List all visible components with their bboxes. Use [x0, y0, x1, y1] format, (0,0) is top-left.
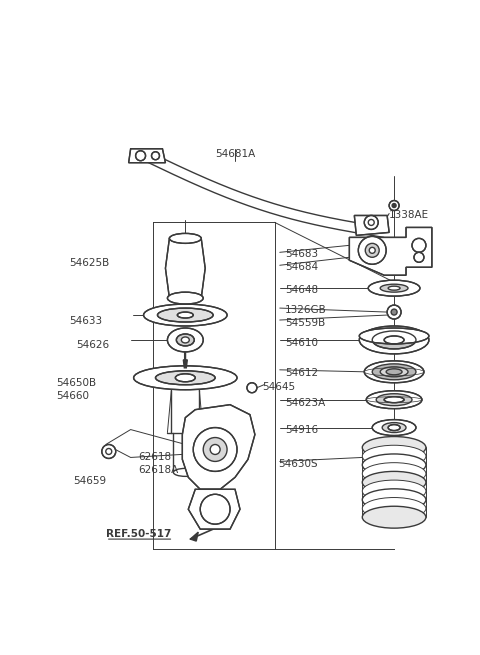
Text: REF.50-517: REF.50-517 — [106, 529, 171, 539]
Text: 54625B: 54625B — [69, 258, 109, 269]
Ellipse shape — [157, 308, 213, 322]
Ellipse shape — [384, 336, 404, 344]
Polygon shape — [182, 405, 255, 489]
Circle shape — [412, 238, 426, 252]
Circle shape — [391, 309, 397, 315]
Ellipse shape — [178, 312, 193, 318]
Polygon shape — [129, 149, 166, 162]
Ellipse shape — [144, 304, 227, 326]
Text: 54623A: 54623A — [285, 398, 325, 407]
Text: 54630S: 54630S — [278, 459, 317, 470]
Text: 1338AE: 1338AE — [389, 210, 429, 221]
Circle shape — [247, 383, 257, 393]
Circle shape — [136, 151, 145, 160]
Ellipse shape — [362, 462, 426, 485]
Polygon shape — [188, 489, 240, 529]
Text: 54610: 54610 — [285, 338, 318, 348]
Ellipse shape — [372, 420, 416, 436]
Circle shape — [387, 305, 401, 319]
Text: 54650B: 54650B — [56, 378, 96, 388]
Ellipse shape — [372, 331, 416, 349]
Circle shape — [369, 248, 375, 253]
Circle shape — [414, 252, 424, 262]
Circle shape — [364, 215, 378, 229]
Circle shape — [389, 200, 399, 210]
Ellipse shape — [133, 366, 237, 390]
Polygon shape — [166, 238, 205, 298]
Ellipse shape — [169, 233, 201, 244]
Ellipse shape — [362, 480, 426, 502]
Ellipse shape — [362, 498, 426, 519]
Polygon shape — [349, 227, 432, 275]
Text: 54684: 54684 — [285, 262, 318, 272]
Ellipse shape — [175, 374, 195, 382]
Text: 62618: 62618 — [139, 453, 172, 462]
Circle shape — [203, 438, 227, 461]
Ellipse shape — [173, 468, 197, 476]
Circle shape — [210, 445, 220, 455]
Circle shape — [193, 428, 237, 472]
Ellipse shape — [368, 280, 420, 296]
Ellipse shape — [388, 286, 400, 290]
Ellipse shape — [362, 445, 426, 467]
Circle shape — [102, 445, 116, 458]
Text: 54659: 54659 — [73, 476, 106, 487]
Text: 54559B: 54559B — [285, 318, 325, 328]
Circle shape — [365, 244, 379, 257]
Ellipse shape — [181, 337, 189, 343]
Text: 54612: 54612 — [285, 368, 318, 378]
Ellipse shape — [384, 397, 404, 403]
Text: 54633: 54633 — [69, 316, 102, 326]
Ellipse shape — [176, 334, 194, 346]
Text: 54626: 54626 — [76, 340, 109, 350]
Circle shape — [358, 236, 386, 264]
Ellipse shape — [362, 472, 426, 493]
Ellipse shape — [364, 361, 424, 383]
Text: 54683: 54683 — [285, 250, 318, 259]
Text: 54681A: 54681A — [215, 149, 255, 159]
Polygon shape — [190, 532, 198, 541]
Circle shape — [152, 152, 159, 160]
Ellipse shape — [382, 422, 406, 432]
Circle shape — [392, 204, 396, 208]
Polygon shape — [183, 360, 187, 368]
Ellipse shape — [362, 454, 426, 476]
Text: 54660: 54660 — [56, 391, 89, 401]
Polygon shape — [354, 215, 389, 235]
Text: 54916: 54916 — [285, 424, 318, 434]
Text: 1326GB: 1326GB — [285, 305, 326, 315]
Ellipse shape — [388, 424, 400, 430]
Ellipse shape — [366, 391, 422, 409]
Ellipse shape — [360, 328, 429, 344]
Ellipse shape — [168, 292, 203, 304]
Circle shape — [200, 495, 230, 524]
Text: 62618A: 62618A — [139, 466, 179, 476]
Ellipse shape — [380, 367, 408, 377]
Ellipse shape — [156, 371, 215, 384]
Ellipse shape — [376, 394, 412, 405]
Ellipse shape — [168, 328, 203, 352]
Ellipse shape — [362, 436, 426, 458]
Ellipse shape — [386, 369, 402, 375]
Ellipse shape — [372, 364, 416, 380]
Ellipse shape — [362, 489, 426, 511]
Ellipse shape — [362, 506, 426, 528]
Text: 54645: 54645 — [262, 382, 295, 392]
Ellipse shape — [360, 326, 429, 354]
Text: 54648: 54648 — [285, 285, 318, 295]
Ellipse shape — [380, 284, 408, 292]
